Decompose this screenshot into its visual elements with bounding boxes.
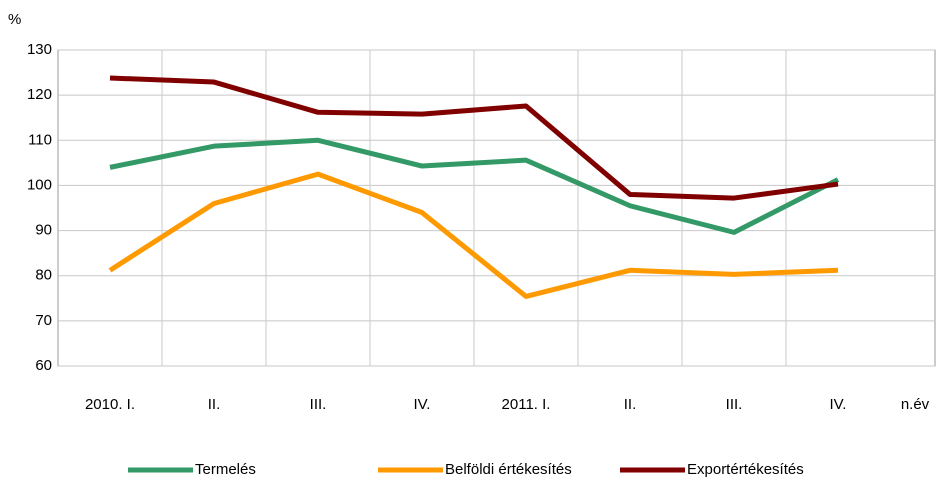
y-tick-label: 60 bbox=[35, 357, 52, 374]
x-tick-label: IV. bbox=[830, 396, 847, 413]
y-tick-label: 90 bbox=[35, 222, 52, 239]
x-tick-label: 2010. I. bbox=[85, 396, 135, 413]
x-tick-label: 2011. I. bbox=[502, 396, 551, 413]
y-tick-label: 130 bbox=[27, 41, 52, 58]
plot-area bbox=[57, 49, 936, 367]
x-tick-label: III. bbox=[726, 396, 743, 413]
legend-label: Termelés bbox=[195, 461, 256, 478]
y-tick-label: 120 bbox=[27, 86, 52, 103]
legend-label: Exportértékesítés bbox=[687, 461, 804, 478]
x-axis-label: n.év bbox=[901, 396, 930, 413]
x-tick-label: IV. bbox=[414, 396, 431, 413]
data-line bbox=[109, 137, 840, 235]
data-line bbox=[109, 75, 839, 201]
x-tick-label: III. bbox=[310, 396, 327, 413]
y-axis-label: % bbox=[8, 11, 21, 28]
y-tick-label: 70 bbox=[35, 312, 52, 329]
y-tick-label: 110 bbox=[28, 131, 52, 148]
x-tick-label: II. bbox=[624, 396, 637, 413]
legend-label: Belföldi értékesítés bbox=[445, 461, 572, 478]
y-tick-label: 100 bbox=[27, 176, 52, 193]
x-tick-label: II. bbox=[208, 396, 221, 413]
data-line bbox=[108, 171, 839, 299]
y-tick-label: 80 bbox=[35, 267, 52, 284]
